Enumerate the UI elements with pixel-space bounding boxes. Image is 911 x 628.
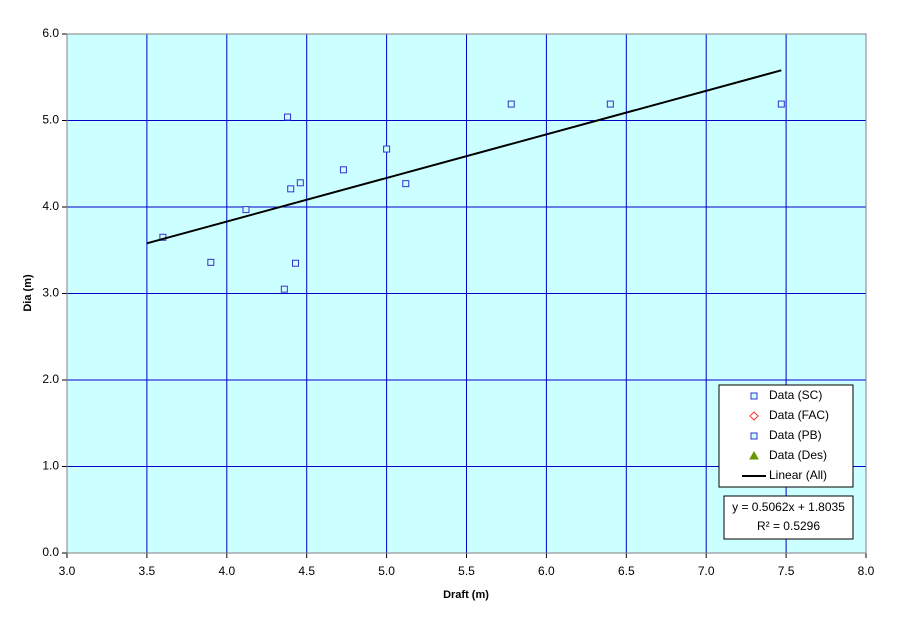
point <box>507 100 515 108</box>
y-tick-label: 0.0 <box>42 545 59 559</box>
x-axis-label: Draft (m) <box>443 589 489 601</box>
x-tick-label: 3.5 <box>139 564 156 578</box>
x-tick-label: 5.5 <box>458 564 475 578</box>
point <box>402 180 410 188</box>
legend-label: Linear (All) <box>769 468 827 482</box>
x-tick-label: 5.0 <box>378 564 395 578</box>
x-tick-label: 4.0 <box>218 564 235 578</box>
y-tick-label: 3.0 <box>42 286 59 300</box>
legend-marker <box>749 411 759 421</box>
point <box>292 259 300 267</box>
point <box>296 179 304 187</box>
y-tick-label: 2.0 <box>42 372 59 386</box>
trend-line <box>146 69 782 245</box>
point <box>207 258 215 266</box>
legend-label: Data (PB) <box>769 428 822 442</box>
y-tick-label: 5.0 <box>42 113 59 127</box>
legend-label: Data (SC) <box>769 388 822 402</box>
legend-marker <box>749 450 759 460</box>
equation-box <box>723 495 854 540</box>
point <box>284 113 292 121</box>
plot-border <box>66 33 867 554</box>
legend-marker <box>750 392 758 400</box>
point <box>777 100 785 108</box>
point <box>383 145 391 153</box>
point <box>242 206 250 214</box>
point <box>287 185 295 193</box>
x-tick-label: 7.5 <box>778 564 795 578</box>
legend-label: Data (FAC) <box>769 408 829 422</box>
point <box>339 166 347 174</box>
x-tick-label: 8.0 <box>858 564 875 578</box>
point <box>606 100 614 108</box>
x-tick-label: 3.0 <box>59 564 76 578</box>
legend-label: Data (Des) <box>769 448 827 462</box>
x-tick-label: 6.0 <box>538 564 555 578</box>
x-tick-label: 6.5 <box>618 564 635 578</box>
point <box>280 285 288 293</box>
x-tick-label: 7.0 <box>698 564 715 578</box>
legend-box <box>718 384 854 488</box>
y-axis-label: Dia (m) <box>22 274 34 312</box>
y-tick-label: 4.0 <box>42 199 59 213</box>
y-tick-label: 1.0 <box>42 459 59 473</box>
y-tick-label: 6.0 <box>42 26 59 40</box>
equation-text: R² = 0.5296 <box>757 519 820 533</box>
x-tick-label: 4.5 <box>298 564 315 578</box>
equation-text: y = 0.5062x + 1.8035 <box>732 500 845 514</box>
legend-marker <box>750 432 758 440</box>
